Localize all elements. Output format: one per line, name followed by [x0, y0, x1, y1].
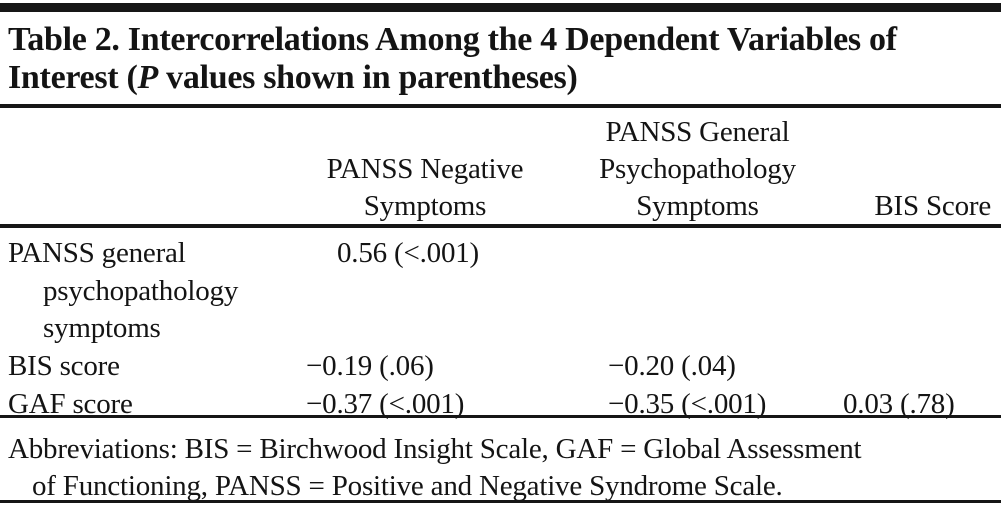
- cell-gaf-vs-bis: 0.03 (.78): [843, 388, 955, 420]
- cell-bis-vs-panssnegative: −0.19 (.06): [306, 350, 434, 382]
- column-header-bis-score: BIS Score: [835, 188, 991, 225]
- table-title: Table 2. Intercorrelations Among the 4 D…: [8, 21, 897, 97]
- cell-gaf-vs-panssnegative: −0.37 (<.001): [306, 388, 465, 420]
- footnote-abbreviations-line2: of Functioning, PANSS = Positive and Neg…: [32, 470, 783, 502]
- column-header-line: Psychopathology: [599, 153, 796, 185]
- column-header-panss-general-psychopathology-symptoms: PANSS General Psychopathology Symptoms: [560, 114, 835, 225]
- row-label-panss-general: PANSS general: [8, 237, 186, 269]
- header-separator-rule: [0, 224, 1001, 228]
- row-label-bis-score: BIS score: [8, 350, 120, 382]
- column-header-line: Symptoms: [363, 190, 487, 222]
- cell-panssgeneral-vs-panssnegative: 0.56 (<.001): [337, 237, 480, 269]
- table-title-line2-pre: Interest (: [8, 59, 138, 96]
- title-separator-rule: [0, 104, 1001, 108]
- top-thick-rule: [0, 3, 1001, 12]
- column-header-line: PANSS General: [605, 116, 790, 148]
- cell-gaf-vs-panssgeneral: −0.35 (<.001): [608, 388, 767, 420]
- body-separator-rule: [0, 415, 1001, 418]
- column-header-line: BIS Score: [874, 190, 991, 222]
- table-title-line2-post: values shown in parentheses): [157, 59, 578, 96]
- table-title-line1: Table 2. Intercorrelations Among the 4 D…: [8, 21, 897, 58]
- table-title-line2: Interest (P values shown in parentheses): [8, 59, 897, 97]
- row-label-panss-general-cont1: psychopathology: [43, 275, 239, 307]
- column-header-line: PANSS Negative: [326, 153, 524, 185]
- column-header-line: Symptoms: [636, 190, 759, 222]
- row-label-panss-general-cont2: symptoms: [43, 312, 161, 344]
- column-header-panss-negative-symptoms: PANSS Negative Symptoms: [290, 151, 560, 225]
- table-title-line2-italic-p: P: [137, 59, 159, 96]
- footnote-abbreviations-line1: Abbreviations: BIS = Birchwood Insight S…: [8, 433, 862, 465]
- bottom-rule: [0, 500, 1001, 503]
- cell-bis-vs-panssgeneral: −0.20 (.04): [608, 350, 736, 382]
- row-label-gaf-score: GAF score: [8, 388, 133, 420]
